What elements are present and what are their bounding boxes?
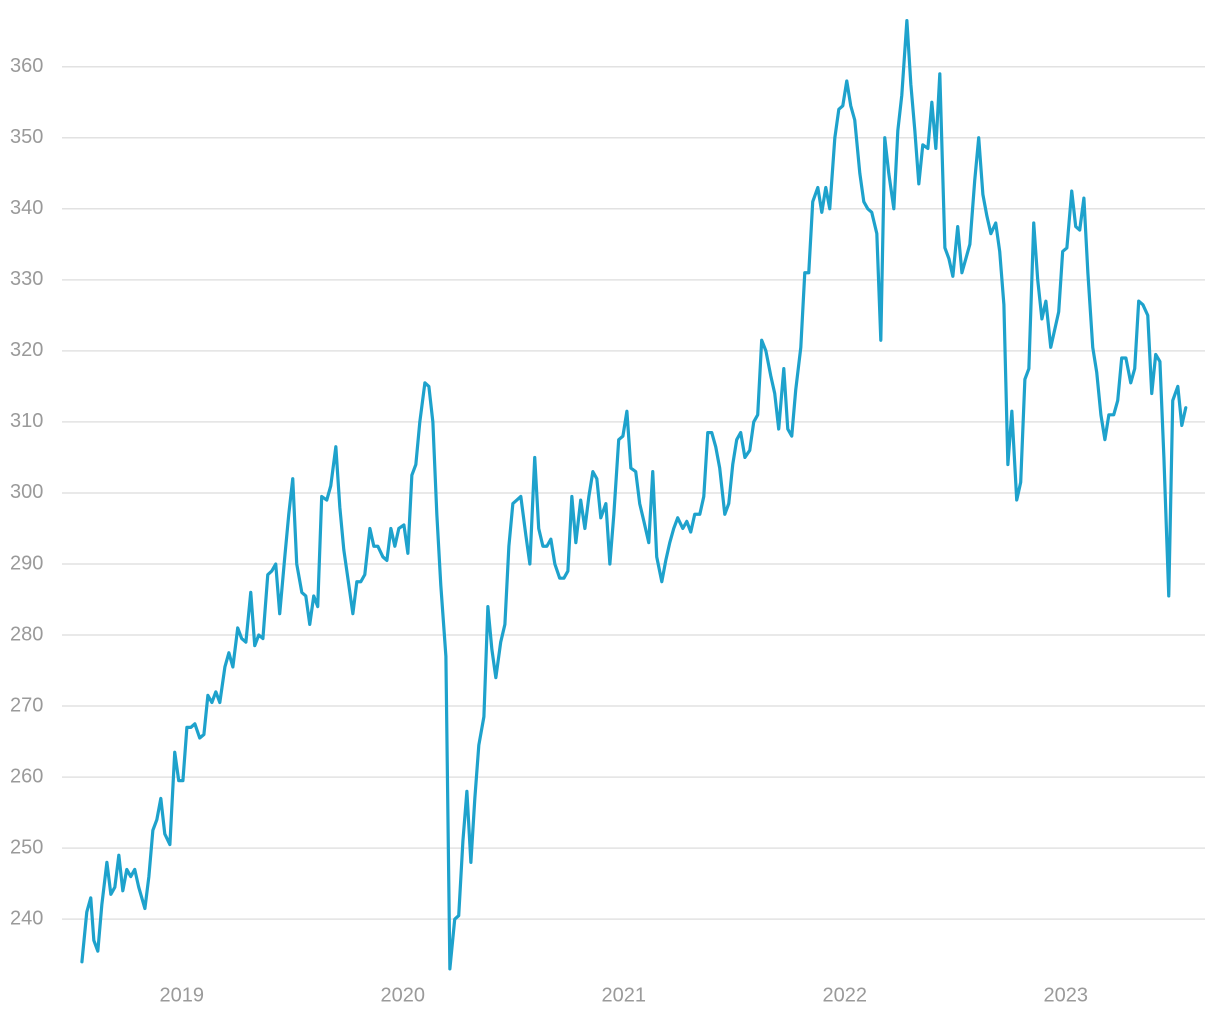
y-tick-label: 340 <box>10 197 43 219</box>
y-tick-label: 290 <box>10 552 43 574</box>
line <box>80 18 1188 971</box>
y-tick-label: 240 <box>10 907 43 929</box>
y-tick-label: 350 <box>10 126 43 148</box>
x-tick-label: 2019 <box>160 984 205 1006</box>
y-tick-label: 310 <box>10 410 43 432</box>
y-tick-label: 320 <box>10 339 43 361</box>
x-tick-label: 2020 <box>381 984 426 1006</box>
y-tick-label: 360 <box>10 55 43 77</box>
x-tick-label: 2023 <box>1044 984 1089 1006</box>
y-tick-label: 270 <box>10 694 43 716</box>
y-tick-label: 330 <box>10 268 43 290</box>
y-tick-label: 260 <box>10 765 43 787</box>
x-tick-label: 2022 <box>823 984 868 1006</box>
x-tick-label: 2021 <box>602 984 647 1006</box>
y-tick-label: 280 <box>10 623 43 645</box>
y-tick-label: 250 <box>10 836 43 858</box>
y-tick-label: 300 <box>10 481 43 503</box>
